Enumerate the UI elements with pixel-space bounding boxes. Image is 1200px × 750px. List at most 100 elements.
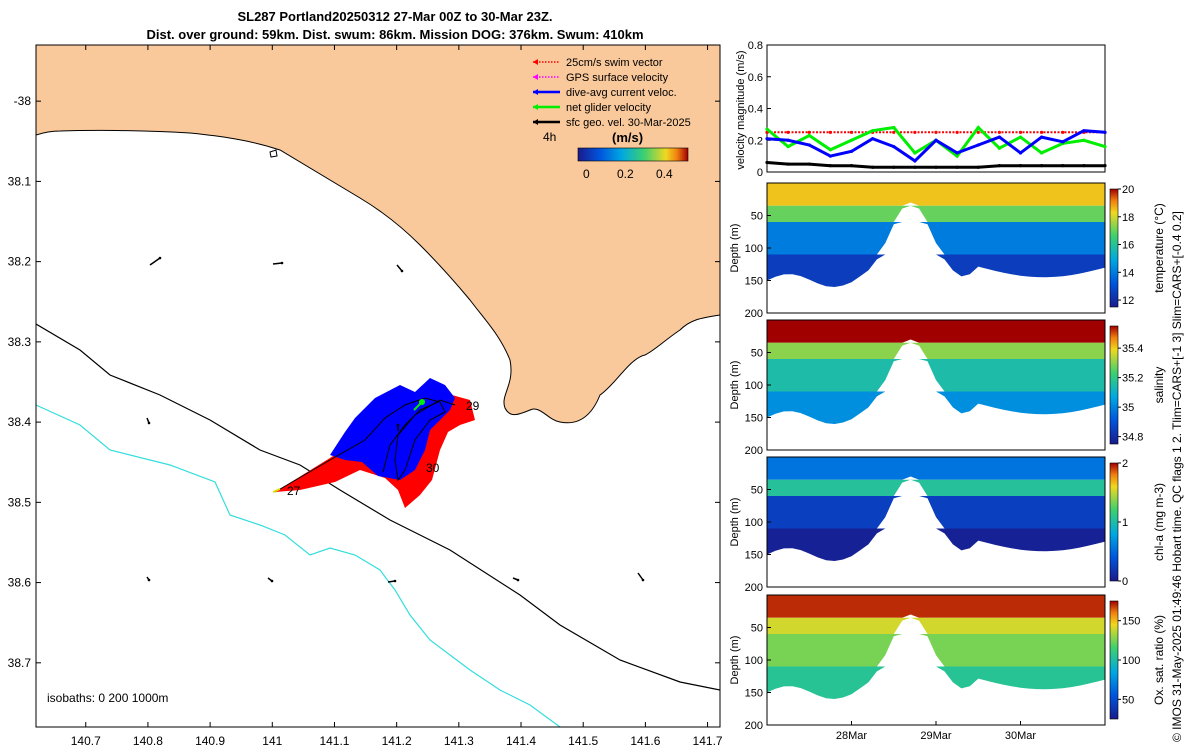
legend-arrowhead (533, 74, 538, 80)
section-layer (767, 595, 1105, 618)
legend-label: dive-avg current veloc. (566, 87, 677, 99)
y-tick-label: 200 (745, 445, 763, 457)
colorbar-tick: 0.4 (656, 167, 673, 181)
data-point (934, 165, 938, 169)
section-panel: 50 100 150 200 Depth (m) 50 100 150 Ox. sat. rat… (729, 594, 1166, 742)
data-point (871, 165, 875, 169)
colorbar-label: salinity (1152, 367, 1166, 404)
data-point (1018, 164, 1023, 168)
geo-arrowhead (400, 269, 404, 273)
colorbar-unit: (m/s) (612, 130, 643, 145)
start-marker (272, 488, 281, 493)
data-point (955, 130, 959, 134)
section-layer (767, 320, 1105, 343)
data-point (892, 125, 896, 130)
y-axis-label: velocity magnitude (m/s) (735, 50, 747, 169)
net-velocity-arrow (413, 399, 425, 411)
section-layer (767, 183, 1105, 206)
section-layer (767, 205, 1105, 222)
colorbar-tick: 0.2 (617, 167, 634, 181)
y-tick-label: 0.6 (748, 72, 763, 84)
x-tick-label: 141.5 (568, 734, 598, 748)
data-point (997, 130, 1001, 134)
data-point (1040, 151, 1044, 155)
data-point (1018, 135, 1023, 139)
y-tick-label: 38.1 (8, 174, 32, 188)
data-point (849, 149, 854, 153)
data-point (828, 130, 832, 134)
section-layer (767, 666, 1105, 699)
section-layer (767, 496, 1105, 529)
y-tick-label: 100 (745, 655, 763, 667)
data-point (786, 130, 790, 134)
cbar-tick-label: 1 (1122, 517, 1128, 529)
data-point (871, 137, 875, 141)
data-point (1103, 145, 1107, 149)
data-point (1040, 164, 1044, 168)
day-label: 27 (287, 484, 301, 498)
x-tick-label: 140.8 (133, 734, 163, 748)
cbar-tick-label: 150 (1122, 616, 1140, 628)
data-point (955, 154, 959, 158)
x-tick-label: 29Mar (920, 730, 952, 742)
cbar-tick-label: 35.2 (1122, 373, 1143, 385)
data-point (976, 165, 980, 169)
y-tick-label: 38.2 (8, 255, 32, 269)
isobaths-label: isobaths: 0 200 1000m (47, 691, 168, 705)
section-colorbar (1109, 462, 1119, 582)
x-tick-label: 28Mar (836, 730, 868, 742)
data-point (997, 146, 1001, 150)
data-point (765, 160, 769, 165)
y-tick-label: 200 (745, 308, 763, 320)
cbar-tick-label: 35 (1122, 402, 1134, 414)
section-layer (767, 359, 1105, 392)
geo-arrowhead (280, 261, 284, 265)
legend-arrowhead (533, 104, 538, 110)
y-tick-label: 150 (745, 413, 763, 425)
data-point (976, 130, 980, 134)
coast-islet (269, 149, 278, 158)
data-point (976, 143, 980, 147)
cbar-tick-label: 35.4 (1122, 343, 1143, 355)
y-axis-label: Depth (m) (729, 498, 741, 547)
y-tick-label: 38.7 (8, 656, 32, 670)
legend-arrowhead (533, 119, 538, 125)
section-layer (767, 617, 1105, 634)
data-point (828, 148, 832, 152)
y-tick-label: 0.2 (748, 135, 763, 147)
y-tick-label: 50 (751, 623, 763, 635)
section-layer (767, 222, 1105, 255)
x-tick-label: 141.2 (382, 734, 412, 748)
x-tick-label: 141.7 (693, 734, 723, 748)
geo-arrow (149, 257, 161, 266)
map-x-axis: 140.7 140.8 140.9 141 141.1 141.2 141.3 141.4 14… (71, 45, 723, 748)
colorbar-label: Ox. sat. ratio (%) (1152, 615, 1166, 705)
day-label: 29 (466, 399, 480, 413)
sfc-geo-arrows (146, 256, 645, 583)
y-tick-label: 38.3 (8, 335, 32, 349)
geo-arrowhead (396, 423, 400, 427)
legend-arrowhead (533, 89, 538, 95)
data-point (1040, 130, 1044, 134)
cbar-tick-label: 0 (1122, 576, 1128, 588)
cbar-tick-label: 50 (1122, 694, 1134, 706)
y-axis-label: Depth (m) (729, 361, 741, 410)
geo-arrowhead (641, 578, 645, 582)
x-tick-label: 141 (262, 734, 282, 748)
section-panel: 50 100 150 200 Depth (m) 34.8 35 35.2 35.4 salini… (729, 319, 1166, 457)
y-tick-label: 0.8 (748, 40, 763, 52)
isobath-1000m (36, 404, 561, 727)
isobath-200m (36, 323, 720, 691)
x-tick-label: 30Mar (1005, 730, 1037, 742)
x-tick-label: 140.9 (195, 734, 225, 748)
data-point (955, 165, 959, 169)
cbar-tick-label: 2 (1122, 458, 1128, 470)
x-tick-label: 141.6 (630, 734, 660, 748)
x-tick-label: 141.4 (506, 734, 536, 748)
legend-label: sfc geo. vel. 30-Mar-2025 (566, 117, 691, 129)
geo-arrowhead (270, 579, 274, 583)
track-line (274, 397, 456, 493)
section-layer (767, 528, 1105, 561)
data-point (807, 130, 811, 134)
